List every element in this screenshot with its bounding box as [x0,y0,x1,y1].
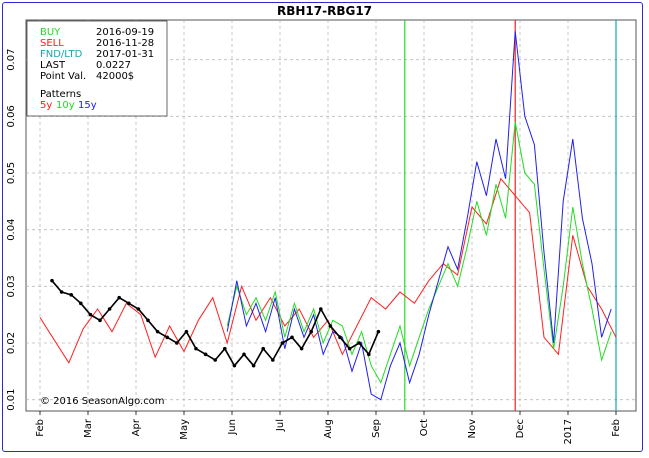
x-tick-label: Feb [611,419,622,437]
current-point [319,307,323,311]
series-lines [39,31,617,401]
current-point [271,358,275,362]
legend-fnd-label: FND/LTD [40,49,83,60]
current-point [88,312,93,317]
y-tick-label: 0.04 [6,219,17,241]
legend-patterns-label: Patterns [40,89,81,100]
series-15y [226,31,612,401]
x-tick-label: Sep [371,419,382,438]
current-point [203,352,208,357]
current-point [213,358,217,362]
legend-box [26,20,168,117]
legend-buy-value: 2016-09-19 [96,27,154,38]
current-point [347,346,352,351]
legend-sell-label: SELL [40,38,64,49]
current-point [280,341,285,345]
current-point [338,335,342,340]
legend-buy-label: BUY [40,27,61,38]
x-tick-label: Mar [83,418,94,438]
current-point [242,352,246,357]
legend-sell-value: 2016-11-28 [96,38,154,49]
y-tick-label: 0.03 [6,275,17,297]
current-point [184,329,189,334]
x-tick-label: Dec [515,419,526,438]
current-point [223,346,227,351]
current-point [146,318,150,323]
current-point [165,335,169,340]
current-point [69,293,73,297]
legend-fnd-value: 2017-01-31 [96,49,154,60]
legend-last-value: 0.0227 [96,60,131,71]
x-tick-label: Feb [35,419,46,437]
legend-pv-label: Point Val. [40,71,86,82]
current-point [232,363,237,368]
axis-ticks: 0.01 0.02 0.03 0.04 0.05 0.06 0.07 Feb Mar Apr May… [6,49,622,445]
x-tick-label: Apr [131,418,142,436]
x-tick-label: Aug [323,419,334,439]
current-point [59,290,64,294]
current-point [367,352,371,357]
legend-pattern-15y: 15y [78,100,97,111]
current-point [328,324,333,328]
current-point [117,295,121,300]
current-point [194,346,198,351]
copyright-text: © 2016 SeasonAlgo.com [40,396,165,407]
legend-pattern-10y: 10y [56,100,75,111]
x-tick-label: Jun [227,419,238,436]
current-point [50,278,54,283]
current-point [261,346,266,351]
x-tick-label: Oct [419,419,430,436]
current-point [136,307,141,311]
x-tick-label: 2017 [563,419,574,444]
current-point [357,341,362,345]
x-tick-label: May [179,419,190,440]
legend-last-label: LAST [40,60,66,71]
x-tick-label: Nov [467,419,478,439]
chart-title: RBH17-RBG17 [276,4,373,18]
current-point [376,329,381,334]
current-point [98,318,102,323]
current-point [175,341,179,345]
y-tick-label: 0.05 [6,162,17,184]
current-point [79,301,83,306]
current-point [309,329,314,334]
current-point [155,329,160,334]
x-tick-label: Jul [275,419,286,432]
current-point [299,346,304,351]
current-point [290,335,294,340]
current-point [251,363,256,368]
y-tick-label: 0.07 [6,49,17,71]
y-tick-label: 0.02 [6,332,17,354]
current-point [127,301,131,306]
legend-pv-value: 42000$ [96,71,134,82]
legend-pattern-5y: 5y [40,100,52,111]
y-tick-label: 0.01 [6,389,17,411]
series-10y [226,121,612,384]
current-point [107,307,112,311]
y-tick-label: 0.06 [6,105,17,127]
